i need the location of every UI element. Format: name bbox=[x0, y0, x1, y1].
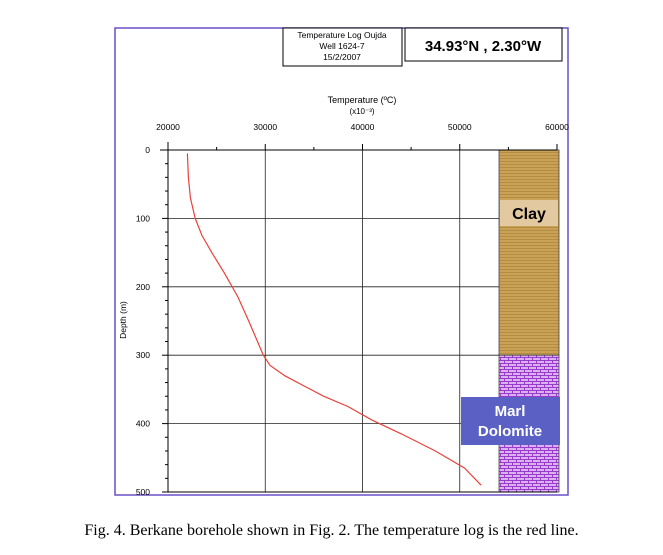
marl-label-line-2: Dolomite bbox=[478, 423, 542, 440]
y-tick-label: 100 bbox=[136, 213, 150, 223]
title-line-1: Temperature Log Oujda bbox=[297, 30, 387, 40]
clay-label: Clay bbox=[512, 206, 546, 223]
axes bbox=[160, 142, 558, 493]
y-tick-label: 500 bbox=[136, 487, 150, 497]
x-tick-label: 40000 bbox=[351, 122, 375, 132]
x-axis-label: Temperature (ºC) bbox=[328, 95, 397, 105]
clay-label-bg bbox=[500, 200, 558, 226]
x-tick-label: 20000 bbox=[156, 122, 180, 132]
x-tick-label: 30000 bbox=[253, 122, 277, 132]
lithology-layer-0 bbox=[498, 149, 560, 356]
coordinates-box bbox=[404, 27, 563, 62]
x-tick-label: 50000 bbox=[448, 122, 472, 132]
marl-label-bg bbox=[461, 397, 560, 445]
title-box bbox=[282, 27, 403, 67]
tick-labels: 20000 30000 40000 50000 60000 0 100 200 300 400 50… bbox=[136, 122, 569, 497]
marl-label-line-1: Marl bbox=[495, 403, 526, 420]
lithology-labels: Clay Marl Dolomite bbox=[461, 200, 560, 445]
y-axis-label: Depth (m) bbox=[118, 301, 128, 339]
y-tick-label: 0 bbox=[145, 145, 150, 155]
temperature-log-line bbox=[186, 153, 482, 486]
y-tick-label: 400 bbox=[136, 419, 150, 429]
title-line-3: 15/2/2007 bbox=[323, 52, 361, 62]
title-line-2: Well 1624-7 bbox=[319, 41, 364, 51]
y-tick-label: 300 bbox=[136, 350, 150, 360]
coordinates-label: 34.93°N , 2.30°W bbox=[425, 38, 542, 55]
x-tick-label: 60000 bbox=[545, 122, 569, 132]
figure-caption: Fig. 4. Berkane borehole shown in Fig. 2… bbox=[84, 522, 579, 539]
series-group bbox=[186, 153, 482, 486]
y-tick-label: 200 bbox=[136, 282, 150, 292]
x-axis-scale: (x10⁻³) bbox=[349, 107, 374, 116]
grid bbox=[168, 150, 499, 492]
